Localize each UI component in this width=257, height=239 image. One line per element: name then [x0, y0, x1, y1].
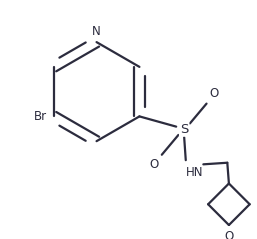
Text: Br: Br: [33, 110, 47, 123]
Text: S: S: [180, 123, 188, 136]
Text: O: O: [149, 158, 159, 171]
Text: O: O: [224, 229, 234, 239]
Text: N: N: [92, 25, 101, 38]
Text: O: O: [210, 87, 219, 100]
Text: HN: HN: [186, 166, 203, 179]
